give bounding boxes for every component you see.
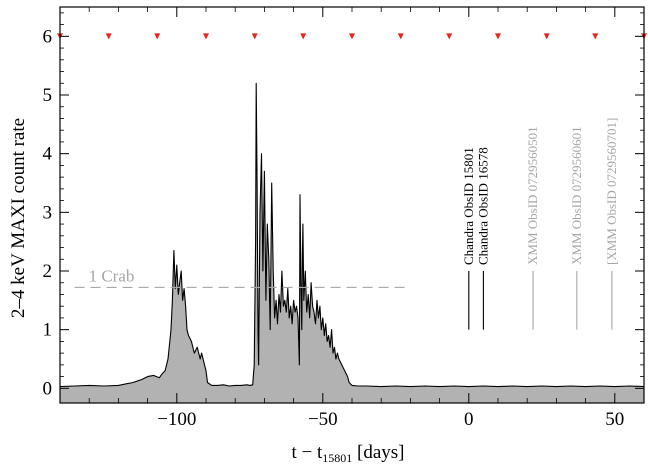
x-axis-title-subscript: 15801 xyxy=(322,451,352,465)
x-tick-label: 0 xyxy=(464,409,474,430)
y-tick-label: 1 xyxy=(43,320,53,341)
observation-label: XMM ObsID 0729560501 xyxy=(525,126,540,265)
plot-frame xyxy=(59,6,645,404)
x-axis-title-main: t − t xyxy=(291,442,322,463)
light-curve-line xyxy=(59,82,645,388)
y-tick-label: 2 xyxy=(43,261,53,282)
crab-reference-label: 1 Crab xyxy=(89,266,135,285)
marker-triangle xyxy=(349,33,355,40)
marker-triangle xyxy=(154,33,161,40)
y-tick-label: 5 xyxy=(43,85,53,106)
plot-area xyxy=(57,33,647,404)
marker-triangle xyxy=(203,33,209,40)
y-tick-label: 6 xyxy=(43,26,53,47)
marker-triangle xyxy=(446,33,453,40)
observation-label: [XMM ObsID 0729560701] xyxy=(604,118,619,265)
observation-label: Chandra ObsID 15801 xyxy=(461,147,476,265)
marker-triangle xyxy=(300,33,307,40)
marker-triangle xyxy=(105,33,112,40)
marker-triangle xyxy=(495,33,501,40)
y-tick-label: 0 xyxy=(43,378,53,399)
observation-label: XMM ObsID 0729560601 xyxy=(569,126,584,265)
marker-triangle xyxy=(397,33,404,40)
x-tick-label: 50 xyxy=(605,409,624,430)
observation-label: Chandra ObsID 16578 xyxy=(475,147,490,265)
axes xyxy=(59,6,645,404)
x-tick-label: −100 xyxy=(157,409,196,430)
light-curve-fill xyxy=(60,83,644,404)
y-tick-label: 4 xyxy=(43,144,53,165)
x-axis-title-unit: [days] xyxy=(352,442,404,463)
marker-triangle xyxy=(543,33,550,40)
labels: 1 Crab Chandra ObsID 15801 Chandra ObsID 1… xyxy=(43,26,625,430)
x-tick-label: −50 xyxy=(308,409,338,430)
marker-triangle xyxy=(251,33,258,40)
y-tick-label: 3 xyxy=(43,202,53,223)
marker-triangle xyxy=(592,33,599,40)
x-axis-title: t − t15801 [days] xyxy=(291,442,404,465)
y-axis-title: 2–4 keV MAXI count rate xyxy=(8,118,29,318)
